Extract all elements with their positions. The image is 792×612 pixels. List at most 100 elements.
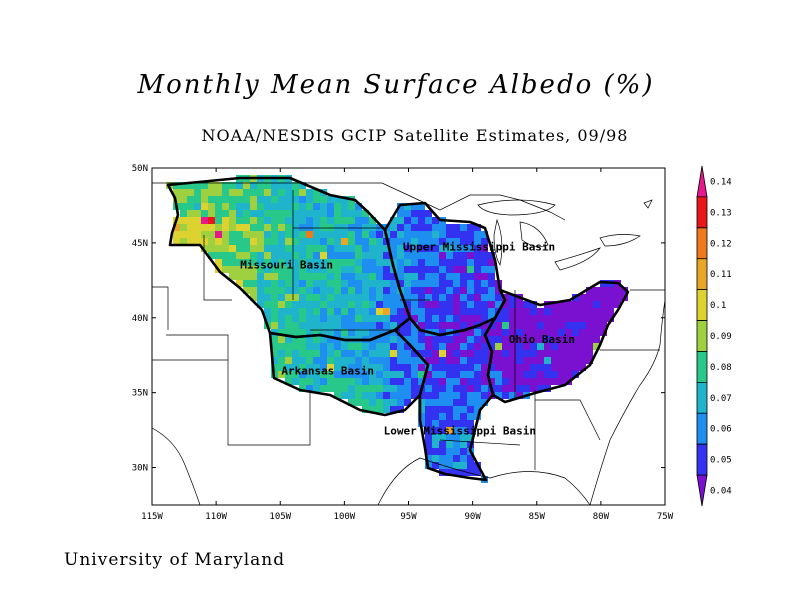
albedo-cell: [460, 413, 467, 420]
albedo-cell: [355, 210, 362, 217]
albedo-cell: [278, 315, 285, 322]
albedo-cell: [425, 315, 432, 322]
albedo-cell: [313, 224, 320, 231]
albedo-cell: [229, 189, 236, 196]
albedo-cell: [320, 287, 327, 294]
albedo-cell: [327, 343, 334, 350]
albedo-cell: [313, 287, 320, 294]
albedo-cell: [292, 343, 299, 350]
albedo-cell: [215, 217, 222, 224]
albedo-cell: [355, 294, 362, 301]
colorbar-label: 0.07: [710, 394, 732, 404]
albedo-field: [166, 175, 628, 483]
albedo-cell: [607, 301, 614, 308]
albedo-cell: [341, 287, 348, 294]
lat-tick-label: 45N: [132, 239, 148, 249]
albedo-cell: [362, 315, 369, 322]
albedo-cell: [425, 238, 432, 245]
albedo-cell: [530, 364, 537, 371]
albedo-cell: [369, 217, 376, 224]
albedo-cell: [411, 336, 418, 343]
albedo-cell: [460, 308, 467, 315]
albedo-cell: [425, 287, 432, 294]
albedo-cell: [488, 287, 495, 294]
albedo-cell: [320, 322, 327, 329]
albedo-cell: [320, 203, 327, 210]
albedo-cell: [390, 336, 397, 343]
colorbar-swatch: [696, 474, 708, 507]
albedo-cell: [257, 189, 264, 196]
albedo-cell: [565, 315, 572, 322]
albedo-cell: [187, 210, 194, 217]
albedo-cell: [362, 210, 369, 217]
albedo-cell: [369, 322, 376, 329]
albedo-cell: [432, 315, 439, 322]
albedo-cell: [404, 371, 411, 378]
albedo-cell: [516, 301, 523, 308]
albedo-cell: [180, 196, 187, 203]
albedo-cell: [439, 427, 446, 434]
albedo-cell: [278, 196, 285, 203]
albedo-cell: [306, 189, 313, 196]
albedo-cell: [397, 371, 404, 378]
lat-tick-label: 35N: [132, 389, 148, 399]
atlantic-coast: [589, 299, 665, 505]
albedo-cell: [355, 392, 362, 399]
albedo-cell: [313, 364, 320, 371]
albedo-cell: [341, 364, 348, 371]
albedo-cell: [425, 455, 432, 462]
albedo-cell: [306, 350, 313, 357]
albedo-cell: [474, 406, 481, 413]
albedo-cell: [488, 343, 495, 350]
albedo-cell: [460, 259, 467, 266]
albedo-cell: [264, 245, 271, 252]
albedo-cell: [383, 399, 390, 406]
albedo-cell: [341, 357, 348, 364]
albedo-cell: [411, 371, 418, 378]
lon-tick-label: 85W: [529, 512, 546, 522]
albedo-cell: [509, 322, 516, 329]
albedo-cell: [607, 315, 614, 322]
albedo-cell: [404, 287, 411, 294]
albedo-cell: [341, 231, 348, 238]
albedo-cell: [250, 203, 257, 210]
albedo-cell: [460, 322, 467, 329]
albedo-cell: [271, 308, 278, 315]
albedo-cell: [481, 322, 488, 329]
albedo-cell: [411, 343, 418, 350]
albedo-cell: [320, 385, 327, 392]
albedo-cell: [376, 322, 383, 329]
albedo-cell: [446, 469, 453, 476]
albedo-cell: [383, 385, 390, 392]
albedo-cell: [320, 217, 327, 224]
albedo-cell: [446, 448, 453, 455]
albedo-cell: [572, 343, 579, 350]
albedo-cell: [614, 287, 621, 294]
albedo-cell: [355, 371, 362, 378]
albedo-cell: [341, 252, 348, 259]
albedo-cell: [271, 322, 278, 329]
albedo-cell: [467, 343, 474, 350]
albedo-cell: [460, 224, 467, 231]
albedo-cell: [194, 196, 201, 203]
albedo-cell: [327, 385, 334, 392]
albedo-cell: [551, 336, 558, 343]
albedo-cell: [299, 245, 306, 252]
albedo-cell: [292, 273, 299, 280]
albedo-cell: [341, 385, 348, 392]
albedo-cell: [229, 182, 236, 189]
albedo-cell: [572, 329, 579, 336]
albedo-cell: [215, 245, 222, 252]
albedo-cell: [551, 315, 558, 322]
albedo-cell: [551, 322, 558, 329]
albedo-cell: [600, 308, 607, 315]
albedo-cell: [467, 413, 474, 420]
albedo-cell: [502, 357, 509, 364]
albedo-cell: [222, 224, 229, 231]
albedo-cell: [481, 245, 488, 252]
albedo-cell: [467, 434, 474, 441]
albedo-cell: [474, 378, 481, 385]
albedo-cell: [264, 280, 271, 287]
albedo-cell: [278, 245, 285, 252]
albedo-cell: [334, 294, 341, 301]
